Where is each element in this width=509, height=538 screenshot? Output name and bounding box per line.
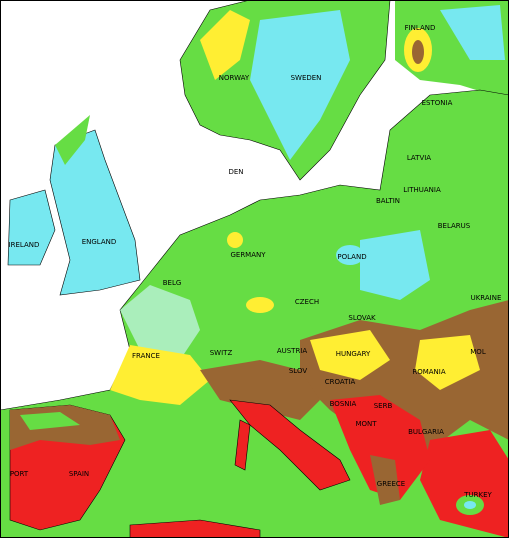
field (330, 395, 430, 500)
italy (229, 399, 351, 491)
country-label: ESTONIA (422, 99, 453, 107)
field (420, 430, 509, 538)
field (55, 115, 90, 165)
country-label: BELARUS (438, 222, 471, 230)
country-label: CROATIA (325, 378, 356, 386)
country-label: MONT (355, 420, 377, 428)
field (200, 10, 250, 80)
country-label: ENGLAND (82, 238, 117, 246)
country-label: UKRAINE (471, 294, 502, 302)
country-label: GREECE (377, 480, 405, 488)
country-label: ROMANIA (412, 368, 446, 376)
country-label: POLAND (337, 253, 366, 261)
country-label: IRELAND (9, 241, 40, 249)
country-labels: FINLAND NORWAY SWEDEN ESTONIA LATVIA LIT… (9, 24, 502, 499)
sardinia (234, 419, 251, 471)
country-label: SWEDEN (291, 74, 322, 82)
country-label: LATVIA (407, 154, 431, 162)
country-label: BOSNIA (330, 400, 357, 408)
country-label: GERMANY (230, 251, 266, 259)
country-label: HUNGARY (336, 350, 371, 358)
field (370, 455, 400, 505)
field (120, 285, 200, 360)
country-label: LITHUANIA (403, 186, 441, 194)
country-label: CZECH (295, 298, 319, 306)
field (360, 230, 430, 300)
country-label: SERB (374, 402, 393, 410)
country-label: SPAIN (69, 470, 89, 478)
field (246, 297, 274, 313)
country-label: SLOVAK (348, 314, 376, 322)
country-label: FINLAND (405, 24, 436, 32)
north-africa (129, 519, 261, 538)
country-label: DEN (228, 168, 243, 176)
field (200, 360, 320, 420)
country-label: MOL (470, 348, 486, 356)
field (310, 330, 390, 380)
country-label: SWITZ (210, 349, 233, 357)
field (336, 245, 364, 265)
country-label: NORWAY (219, 74, 250, 82)
country-label: TURKEY (463, 491, 492, 499)
country-label: BALTIN (376, 197, 400, 205)
field (440, 5, 505, 60)
britain (49, 129, 141, 296)
country-label: SLOV (289, 367, 307, 375)
country-label: BULGARIA (408, 428, 444, 436)
field (227, 232, 243, 248)
country-label: FRANCE (132, 352, 160, 360)
field (250, 10, 350, 160)
ireland (7, 189, 56, 266)
country-label: PORT (10, 470, 29, 478)
field (415, 335, 480, 390)
field (464, 501, 476, 509)
field (20, 412, 80, 430)
field (412, 40, 424, 64)
country-label: BELG (163, 279, 182, 287)
field (110, 345, 210, 405)
country-label: AUSTRIA (277, 347, 308, 355)
